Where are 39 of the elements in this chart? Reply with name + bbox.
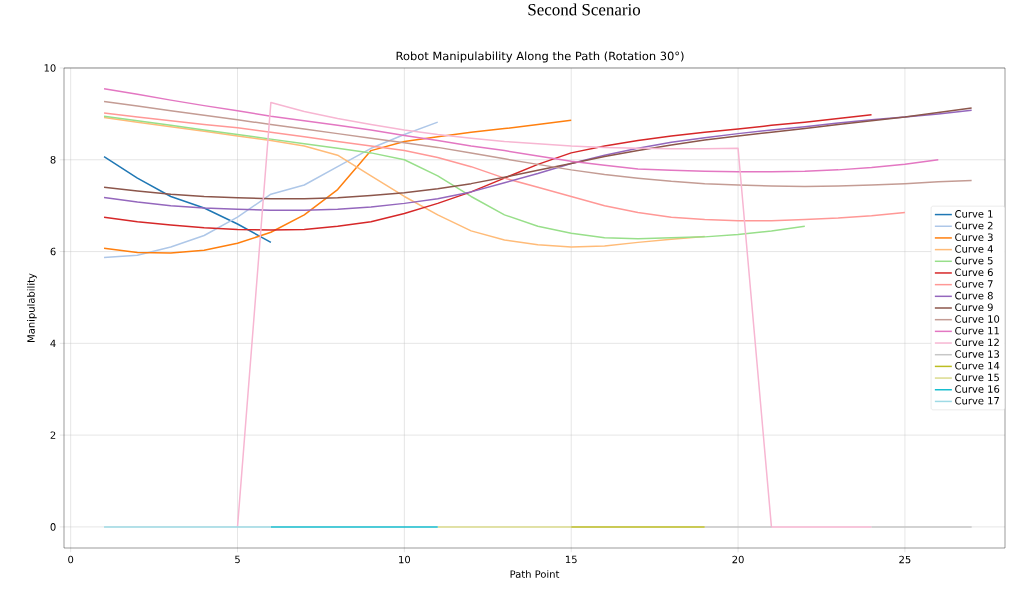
x-tick-label: 10: [399, 555, 411, 564]
legend-label: Curve 15: [955, 373, 999, 382]
y-tick-label: 2: [50, 431, 56, 439]
line-series: [103, 121, 439, 259]
line-series: [103, 119, 572, 254]
chart-subtitle: Robot Manipulability Along the Path (Rotation 30°): [396, 51, 684, 63]
chart-title: Second Scenario: [528, 3, 641, 16]
line-series: [103, 155, 272, 244]
line-series: [103, 87, 940, 173]
legend-label: Curve 8: [955, 291, 993, 300]
x-tick-label: 0: [68, 555, 74, 564]
x-tick-label: 25: [899, 555, 911, 564]
line-series: [103, 115, 806, 240]
legend-label: Curve 3: [955, 233, 993, 242]
legend-label: Curve 1: [955, 210, 993, 218]
y-tick-label: 10: [44, 64, 56, 72]
x-tick-label: 15: [565, 555, 577, 564]
legend-label: Curve 2: [955, 221, 993, 230]
legend-label: Curve 14: [955, 361, 1000, 370]
legend-label: Curve 11: [955, 326, 999, 335]
x-tick-label: 20: [732, 555, 744, 564]
x-tick-label: 5: [235, 555, 240, 564]
y-tick-label: 0: [50, 523, 56, 531]
y-tick-label: 6: [50, 247, 56, 256]
legend-label: Curve 7: [955, 280, 993, 288]
legend-label: Curve 4: [955, 245, 993, 253]
legend-label: Curve 10: [955, 315, 1000, 323]
y-axis-title: Manipulability: [27, 273, 37, 342]
x-axis-title: Path Point: [510, 570, 560, 578]
y-tick-label: 4: [50, 339, 56, 347]
legend-label: Curve 12: [955, 338, 999, 347]
legend-label: Curve 16: [955, 385, 1000, 393]
legend-label: Curve 13: [955, 350, 1000, 358]
y-tick-label: 8: [50, 156, 56, 164]
legend-label: Curve 6: [955, 268, 993, 277]
legend-label: Curve 17: [955, 396, 999, 405]
legend-label: Curve 9: [955, 303, 993, 312]
legend-label: Curve 5: [955, 256, 993, 265]
line-series: [103, 100, 973, 188]
